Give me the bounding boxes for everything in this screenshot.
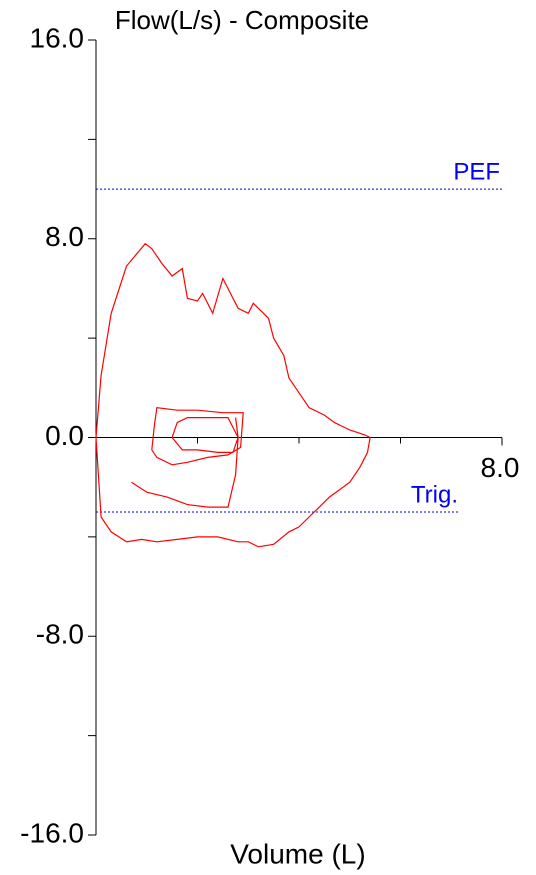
- y-tick-label: -8.0: [36, 619, 84, 650]
- chart-title: Flow(L/s) - Composite: [115, 5, 369, 35]
- y-tick-label: 0.0: [45, 420, 84, 451]
- y-tick-label: 8.0: [45, 221, 84, 252]
- x-axis-label: Volume (L): [230, 838, 365, 869]
- y-tick-label: -16.0: [20, 817, 84, 848]
- reference-label: Trig.: [411, 481, 458, 508]
- reference-label: PEF: [453, 158, 500, 185]
- flow-volume-curve: [95, 242, 371, 548]
- x-tick-label: 8.0: [481, 452, 520, 483]
- y-tick-label: 16.0: [30, 22, 85, 53]
